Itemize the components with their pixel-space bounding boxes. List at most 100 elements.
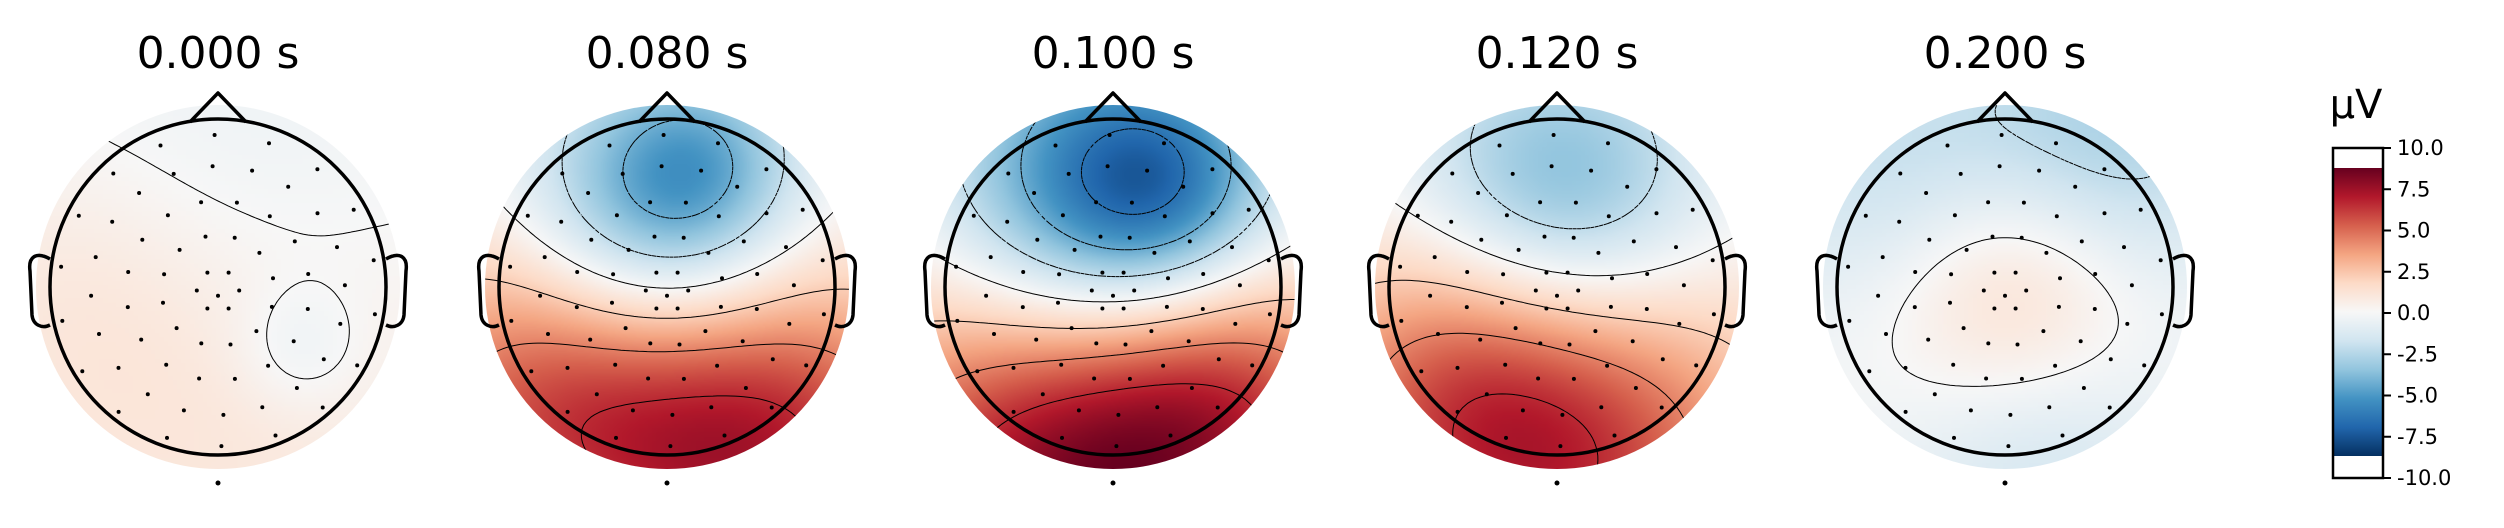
sensor-marker (1659, 405, 1664, 410)
sensor-marker (1107, 133, 1112, 137)
nose-outline (188, 91, 248, 124)
sensor-markers (59, 133, 377, 486)
sensor-marker (1567, 342, 1572, 347)
sensor-marker (1040, 392, 1045, 397)
sensor-marker (509, 318, 514, 323)
sensor-marker (371, 258, 376, 263)
sensor-marker (1924, 191, 1929, 195)
sensor-marker (351, 207, 356, 212)
sensor-marker (1100, 306, 1105, 311)
sensor-marker (1111, 293, 1115, 298)
sensor-marker (623, 326, 628, 331)
sensor-marker (1100, 270, 1105, 275)
sensor-marker (648, 341, 653, 346)
sensor-marker (1949, 272, 1954, 277)
sensor-marker (1599, 405, 1604, 410)
topomap-title: 0.100 s (1032, 28, 1195, 79)
sensor-marker (538, 293, 543, 298)
sensor-marker (199, 200, 204, 205)
sensor-marker (1654, 167, 1659, 172)
sensor-marker (1846, 264, 1851, 269)
sensor-marker (560, 171, 565, 176)
sensor-marker (1152, 250, 1157, 255)
sensor-marker (110, 219, 115, 224)
sensor-marker (508, 264, 513, 269)
sensor-marker (1432, 255, 1437, 260)
sensor-marker (718, 304, 723, 309)
sensor-marker (2054, 141, 2058, 146)
sensor-marker (1645, 272, 1650, 276)
sensor-marker (1035, 237, 1040, 242)
sensor-marker (610, 300, 614, 305)
sensor-marker (234, 200, 239, 205)
sensor-marker (203, 234, 208, 239)
topomap-title: 0.080 s (586, 28, 749, 79)
sensor-marker (586, 191, 591, 195)
topomap-0: 0.000 s (27, 28, 409, 486)
sensor-marker (675, 270, 680, 275)
sensor-marker (1164, 304, 1169, 309)
sensor-marker (1415, 213, 1420, 218)
sensor-marker (1589, 168, 1594, 173)
sensor-marker (2003, 293, 2007, 298)
sensor-marker (1984, 376, 1989, 381)
sensor-marker (2008, 412, 2013, 417)
sensor-marker (1945, 143, 1950, 148)
sensor-marker (1605, 363, 1610, 368)
sensor-marker (1674, 245, 1678, 250)
sensor-marker (652, 234, 657, 239)
sensor-marker (1200, 307, 1205, 311)
sensor-marker (215, 480, 221, 486)
sensor-marker (2013, 270, 2018, 275)
sensor-marker (988, 255, 993, 260)
sensor-marker (1201, 272, 1206, 276)
sensor-marker (1606, 141, 1610, 146)
colorbar-tick-label: -7.5 (2397, 425, 2438, 449)
sensor-marker (681, 235, 686, 240)
sensor-marker (1631, 239, 1636, 244)
sensor-marker (2102, 167, 2107, 172)
sensor-marker (232, 235, 237, 240)
sensor-marker (1898, 171, 1903, 176)
sensor-marker (59, 264, 64, 269)
sensor-marker (1538, 341, 1543, 346)
nose-outline (1527, 91, 1587, 124)
sensor-marker (2019, 235, 2024, 240)
sensor-markers (1398, 133, 1716, 486)
sensor-marker (1504, 435, 1508, 440)
sensor-marker (1094, 341, 1099, 346)
sensor-marker (1654, 211, 1659, 216)
sensor-marker (1057, 272, 1062, 277)
colorbar-tick-label: 0.0 (2397, 301, 2430, 325)
sensor-marker (1565, 306, 1570, 311)
sensor-marker (659, 164, 664, 169)
colorbar-tick-label: 5.0 (2397, 219, 2430, 243)
sensor-marker (140, 237, 145, 242)
sensor-marker (2073, 184, 2078, 189)
sensor-marker (1694, 363, 1699, 368)
sensor-marker (1710, 258, 1715, 263)
sensor-marker (254, 329, 259, 334)
sensor-marker (216, 293, 220, 298)
sensor-marker (2102, 211, 2107, 216)
sensor-marker (1155, 405, 1160, 410)
sensor-marker (1465, 270, 1470, 274)
sensor-marker (1867, 369, 1872, 374)
head-outline (1387, 117, 1727, 457)
sensor-marker (1098, 234, 1103, 239)
head-outline (943, 117, 1283, 457)
sensor-marker (1166, 276, 1170, 281)
sensor-marker (1986, 200, 1991, 205)
sensor-marker (1576, 288, 1581, 293)
sensor-marker (614, 435, 618, 440)
sensor-marker (1127, 235, 1132, 240)
sensor-marker (1549, 164, 1554, 169)
sensor-marker (1551, 133, 1556, 137)
sensor-marker (126, 270, 131, 274)
sensor-marker (1538, 200, 1543, 205)
sensor-marker (2093, 272, 2098, 276)
sensor-marker (2021, 200, 2026, 205)
sensor-marker (1948, 300, 1952, 305)
sensor-marker (1021, 270, 1026, 274)
sensor-marker (1981, 288, 1986, 293)
